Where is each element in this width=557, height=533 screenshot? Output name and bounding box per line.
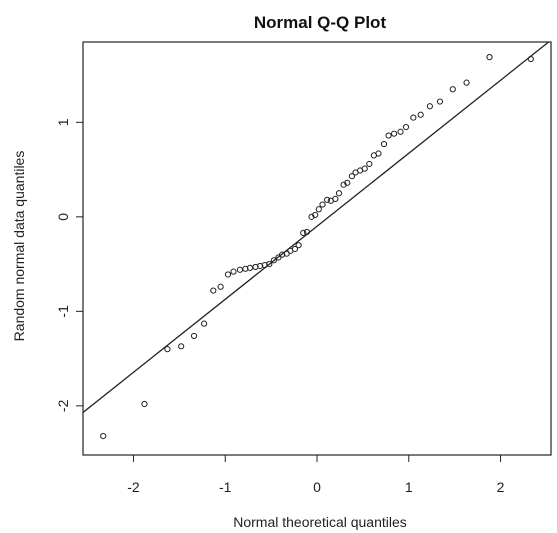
data-point xyxy=(100,432,107,440)
data-point xyxy=(303,228,311,236)
data-point xyxy=(190,332,198,340)
data-point xyxy=(366,160,373,168)
data-point xyxy=(295,242,302,249)
data-point xyxy=(361,165,368,172)
data-point xyxy=(323,196,331,203)
data-point xyxy=(224,271,232,278)
data-point xyxy=(217,283,224,290)
data-point xyxy=(426,103,433,110)
data-point xyxy=(201,320,208,327)
y-tick-label: 1 xyxy=(55,118,71,126)
data-point xyxy=(332,195,339,202)
x-tick-label: -1 xyxy=(219,479,232,495)
data-point xyxy=(375,150,382,157)
data-point xyxy=(449,86,456,93)
data-point xyxy=(385,132,392,139)
x-axis-label: Normal theoretical quantiles xyxy=(233,514,407,530)
data-point xyxy=(340,181,347,188)
data-point xyxy=(164,346,171,353)
x-tick-label: -2 xyxy=(127,479,140,495)
data-point xyxy=(417,111,424,118)
data-point xyxy=(344,179,351,186)
data-point xyxy=(141,400,148,408)
data-point xyxy=(436,98,444,105)
data-point xyxy=(308,213,315,220)
x-tick-label: 0 xyxy=(313,479,321,495)
data-point xyxy=(266,260,273,268)
data-point xyxy=(270,257,277,264)
data-point xyxy=(380,140,388,148)
data-point xyxy=(230,268,237,275)
y-tick-label: -2 xyxy=(55,399,71,412)
chart-title: Normal Q-Q Plot xyxy=(254,13,387,32)
data-point xyxy=(402,123,410,131)
data-point xyxy=(315,206,322,213)
data-point xyxy=(178,343,185,350)
data-point xyxy=(390,130,398,137)
x-tick-label: 1 xyxy=(405,479,413,495)
data-point xyxy=(210,287,217,294)
y-tick-label: -1 xyxy=(55,305,71,318)
x-tick-label: 2 xyxy=(497,479,505,495)
data-point xyxy=(300,229,307,237)
data-point xyxy=(410,114,417,121)
y-tick-label: 0 xyxy=(55,213,71,221)
data-point xyxy=(319,201,326,208)
qq-reference-line xyxy=(83,42,550,413)
plot-area: -2 -1 0 1 2 -2 -1 0 1 xyxy=(55,41,552,495)
data-point xyxy=(348,173,355,180)
data-point xyxy=(397,128,404,135)
y-axis-label: Random normal data quantiles xyxy=(11,151,27,342)
data-point xyxy=(291,245,299,253)
data-point xyxy=(486,54,493,61)
data-point xyxy=(463,79,470,86)
data-point xyxy=(335,190,343,197)
data-point xyxy=(312,211,319,219)
data-point xyxy=(527,55,534,63)
